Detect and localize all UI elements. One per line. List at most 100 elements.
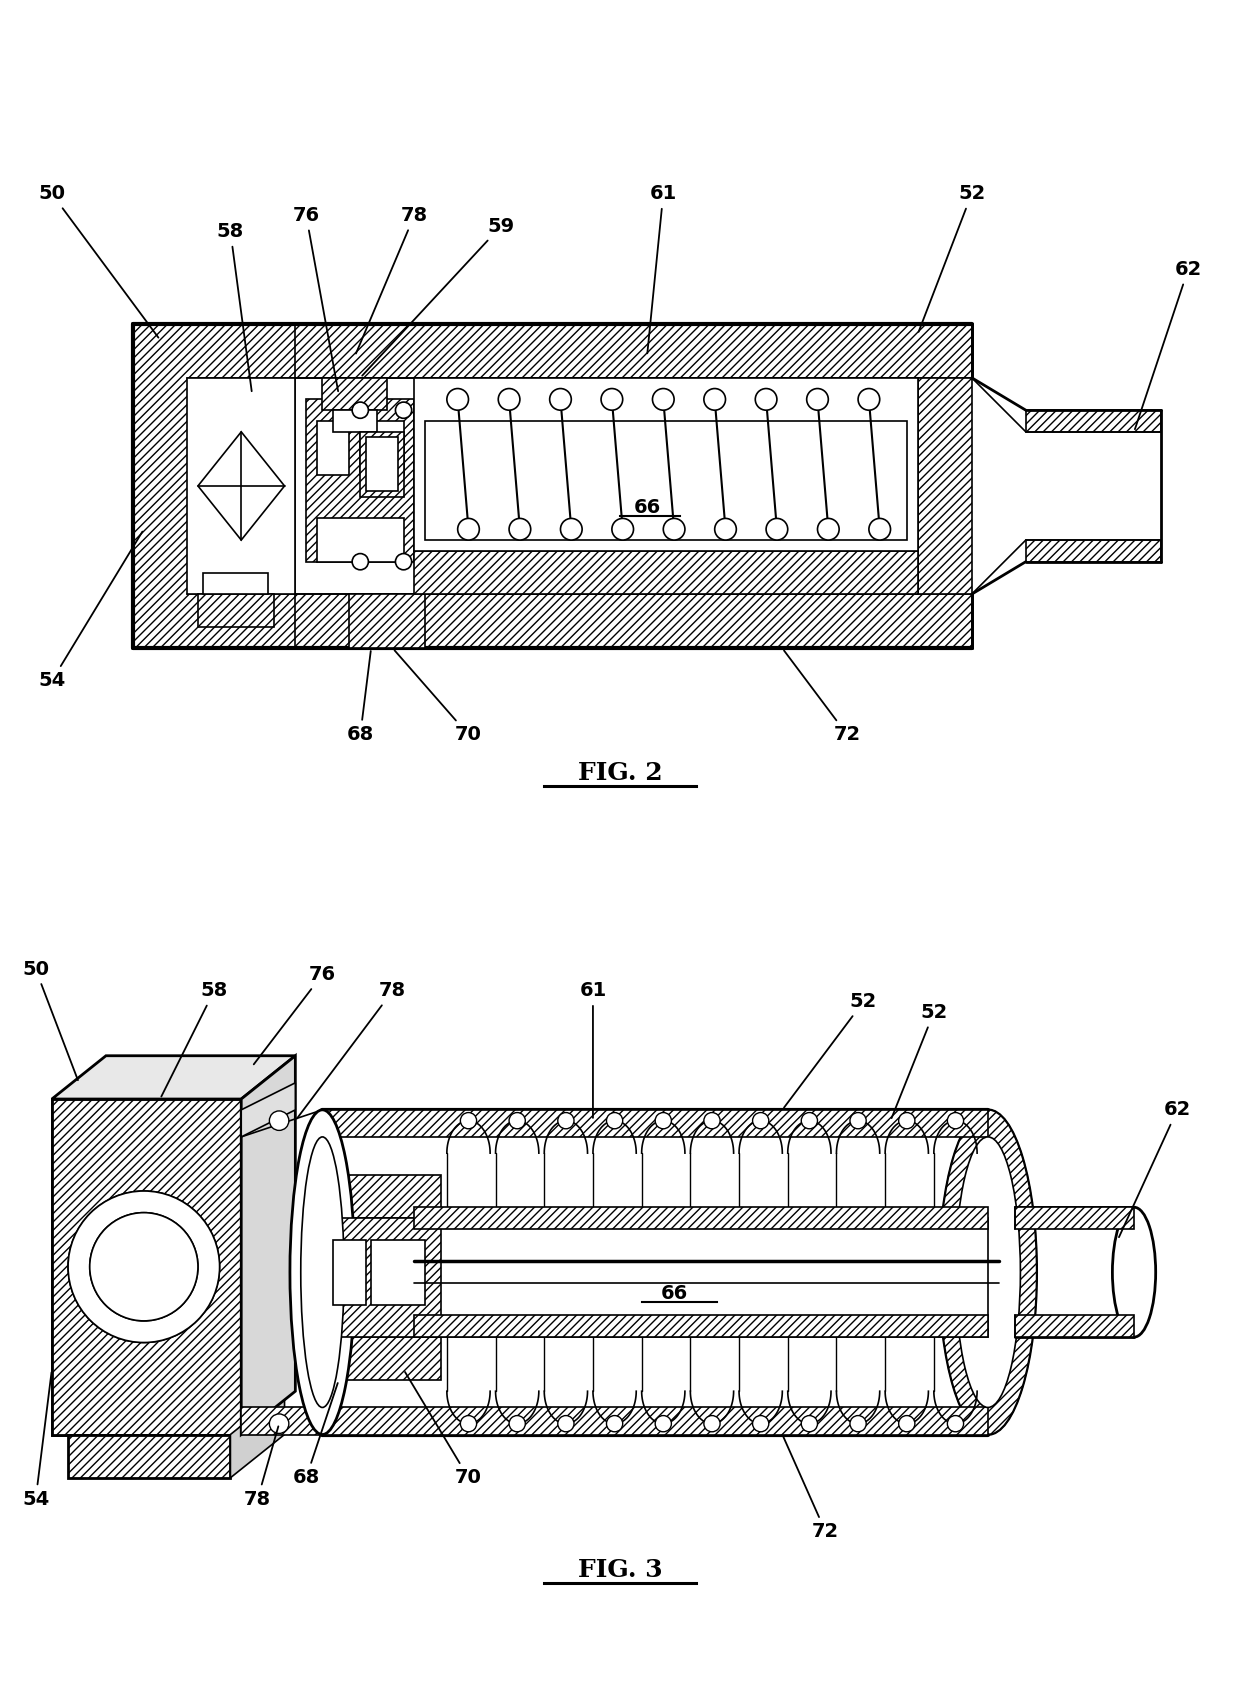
Bar	[1016, 1316, 1135, 1338]
Text: 78: 78	[244, 1426, 278, 1510]
Circle shape	[869, 519, 890, 541]
Circle shape	[817, 519, 839, 541]
Bar	[1016, 1206, 1135, 1228]
Polygon shape	[52, 1056, 295, 1099]
Circle shape	[947, 1112, 963, 1129]
Text: FIG. 2: FIG. 2	[578, 760, 662, 785]
Circle shape	[947, 1415, 963, 1432]
Ellipse shape	[68, 1191, 219, 1343]
Bar	[350, 595, 425, 649]
Circle shape	[606, 1112, 622, 1129]
Circle shape	[755, 389, 777, 409]
Text: 62: 62	[1135, 259, 1202, 430]
Circle shape	[801, 1112, 817, 1129]
Bar	[322, 1110, 988, 1137]
Text: 78: 78	[356, 206, 428, 354]
Text: 68: 68	[347, 650, 374, 745]
Text: 52: 52	[919, 184, 986, 332]
Text: 52: 52	[784, 992, 877, 1107]
Polygon shape	[52, 1099, 242, 1434]
Text: 68: 68	[293, 1383, 337, 1488]
Circle shape	[753, 1112, 769, 1129]
Ellipse shape	[1112, 1206, 1156, 1338]
Polygon shape	[68, 1434, 231, 1478]
Text: 72: 72	[784, 650, 861, 745]
Circle shape	[704, 1112, 720, 1129]
Text: 70: 70	[394, 650, 482, 745]
Circle shape	[849, 1415, 867, 1432]
Text: 58: 58	[217, 222, 252, 391]
Circle shape	[606, 1415, 622, 1432]
Circle shape	[560, 519, 582, 541]
Ellipse shape	[301, 1137, 343, 1407]
Polygon shape	[198, 431, 284, 541]
Bar	[187, 377, 295, 595]
Circle shape	[601, 389, 622, 409]
Circle shape	[899, 1112, 915, 1129]
Bar	[322, 1407, 988, 1434]
Circle shape	[510, 1112, 526, 1129]
Text: 59: 59	[362, 217, 515, 376]
Circle shape	[352, 403, 368, 418]
Circle shape	[807, 389, 828, 409]
Bar	[414, 1316, 988, 1338]
Circle shape	[849, 1112, 867, 1129]
Bar	[414, 1206, 988, 1228]
Circle shape	[655, 1415, 671, 1432]
Text: 50: 50	[38, 184, 159, 337]
Bar	[918, 377, 972, 595]
Bar	[133, 324, 295, 649]
Circle shape	[396, 554, 412, 570]
Text: 72: 72	[784, 1437, 839, 1542]
Polygon shape	[242, 1056, 295, 1434]
Circle shape	[655, 1112, 671, 1129]
Bar	[133, 324, 187, 649]
Circle shape	[558, 1112, 574, 1129]
Polygon shape	[242, 1407, 322, 1434]
Ellipse shape	[89, 1213, 198, 1321]
Bar	[133, 324, 972, 377]
Circle shape	[510, 1415, 526, 1432]
Bar	[334, 1240, 366, 1304]
Circle shape	[269, 1414, 289, 1434]
Circle shape	[663, 519, 684, 541]
Circle shape	[558, 1415, 574, 1432]
Bar	[317, 421, 350, 475]
Polygon shape	[242, 1110, 322, 1137]
Circle shape	[269, 1110, 289, 1131]
Bar	[371, 1240, 425, 1304]
Circle shape	[460, 1112, 476, 1129]
Ellipse shape	[68, 1191, 219, 1343]
Bar	[322, 1218, 441, 1338]
Text: 66: 66	[634, 499, 661, 517]
Bar	[322, 1174, 441, 1218]
Ellipse shape	[939, 1110, 1037, 1434]
Ellipse shape	[290, 1110, 355, 1434]
Circle shape	[510, 519, 531, 541]
Circle shape	[446, 389, 469, 409]
Circle shape	[714, 519, 737, 541]
Circle shape	[801, 1415, 817, 1432]
Circle shape	[652, 389, 675, 409]
Bar	[366, 436, 398, 492]
Text: 78: 78	[298, 981, 407, 1119]
Bar	[322, 377, 387, 409]
Circle shape	[549, 389, 572, 409]
Circle shape	[498, 389, 520, 409]
Bar	[361, 431, 403, 497]
Bar	[1025, 409, 1161, 431]
Text: 76: 76	[254, 966, 336, 1065]
Text: 61: 61	[647, 184, 677, 354]
Bar	[322, 1338, 441, 1380]
Polygon shape	[231, 1392, 284, 1478]
Ellipse shape	[939, 1110, 1037, 1434]
Text: 70: 70	[405, 1372, 482, 1488]
Ellipse shape	[956, 1137, 1021, 1407]
Bar	[361, 421, 403, 475]
Circle shape	[899, 1415, 915, 1432]
Bar	[425, 421, 906, 541]
Circle shape	[704, 389, 725, 409]
Circle shape	[766, 519, 787, 541]
Bar	[52, 1099, 242, 1434]
Circle shape	[352, 554, 368, 570]
